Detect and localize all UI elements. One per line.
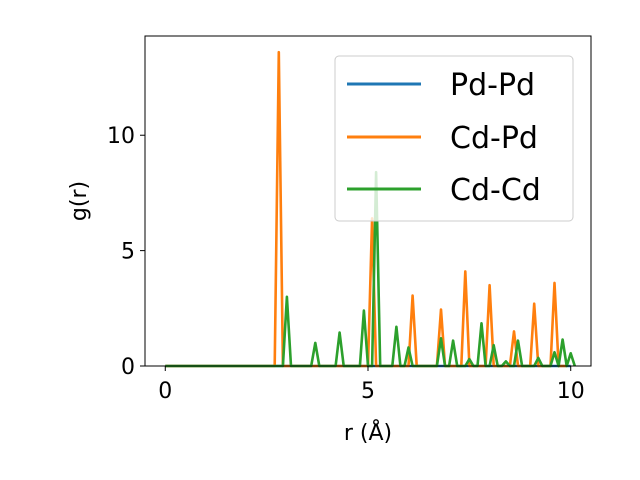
x-tick-label: 5 (361, 379, 375, 404)
legend-box (334, 55, 574, 222)
y-tick-label: 5 (121, 240, 135, 265)
tick-layer: 0 5 10 0 5 10 (107, 124, 585, 404)
x-tick-label: 0 (158, 379, 172, 404)
legend-label-cd-cd: Cd-Cd (450, 173, 541, 208)
y-tick-label: 0 (121, 355, 135, 380)
y-tick-label: 10 (107, 124, 135, 149)
series-line-cd-pd (165, 50, 567, 368)
legend-label-pd-pd: Pd-Pd (450, 68, 535, 103)
x-axis-title: r (Å) (344, 419, 392, 446)
series-line-cd-cd (165, 170, 577, 368)
legend-label-cd-pd: Cd-Pd (450, 121, 538, 156)
legend: Pd-Pd Cd-Pd Cd-Cd (334, 55, 574, 222)
y-axis-title: g(r) (67, 181, 92, 221)
x-tick-label: 10 (557, 379, 585, 404)
